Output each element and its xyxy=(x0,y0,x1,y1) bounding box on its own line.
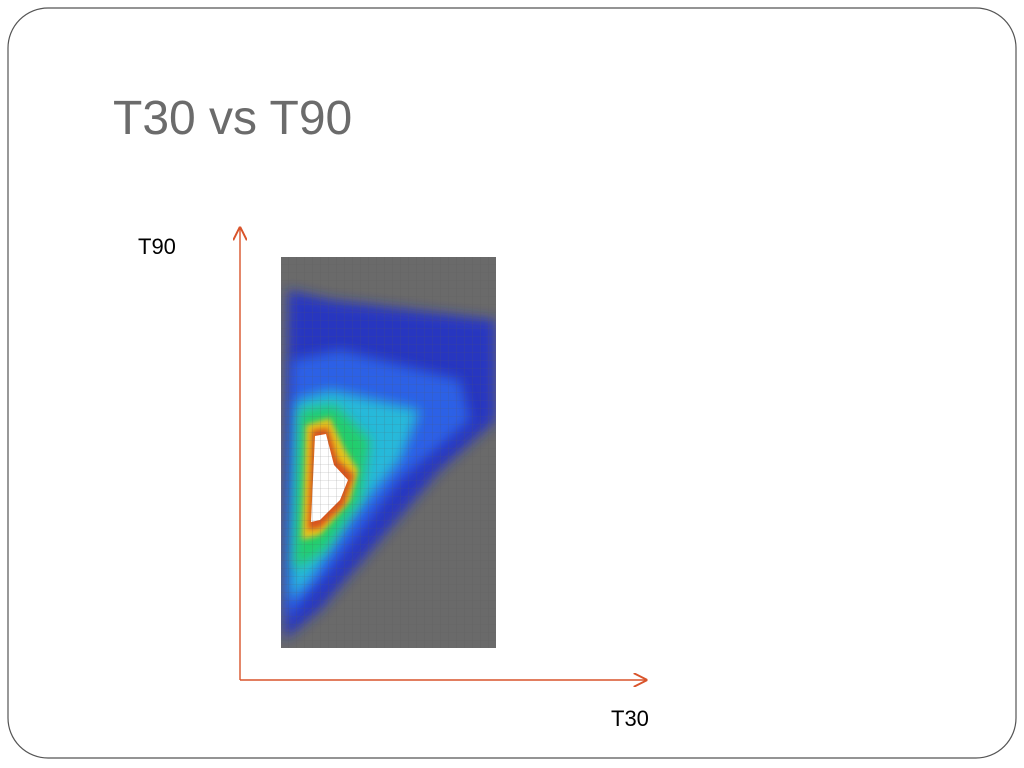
y-axis-label: T90 xyxy=(138,234,176,259)
x-axis-label: T30 xyxy=(611,706,649,731)
slide-border xyxy=(7,7,1017,759)
heatmap-image xyxy=(281,257,496,648)
slide-title: T30 vs T90 xyxy=(113,92,352,145)
